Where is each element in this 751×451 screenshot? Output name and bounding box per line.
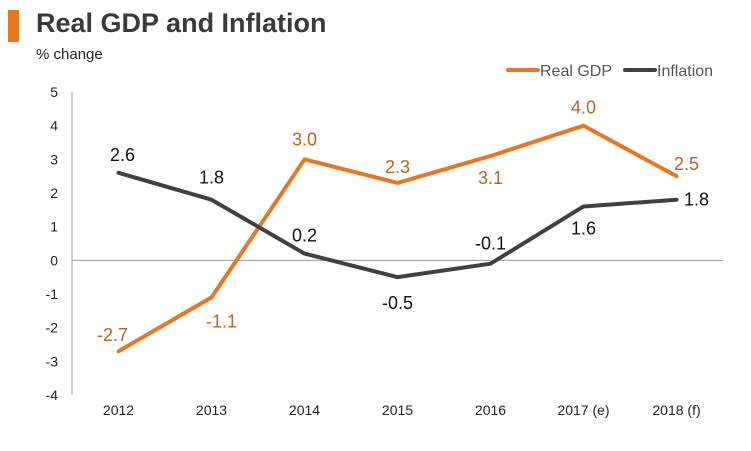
y-tick-label: 5 [50,84,58,100]
data-label: -1.1 [206,311,237,331]
y-tick-label: 0 [50,252,58,268]
data-label: -0.1 [475,234,506,254]
x-tick-label: 2014 [289,402,320,418]
y-tick-label: 1 [50,219,58,235]
x-tick-label: 2016 [475,402,506,418]
axes: 5 4 3 2 1 0 -1 -2 -3 -4 2012 2013 2014 2015 2016 2017 (… [46,84,723,418]
y-tick-label: -1 [46,286,59,302]
data-label: 3.0 [292,129,317,149]
y-tick-label: 4 [50,118,58,134]
y-tick-label: -3 [46,353,59,369]
data-label: 2.6 [110,145,135,165]
data-label: 4.0 [571,98,596,118]
data-label: 2.5 [674,154,699,174]
data-label: 1.8 [684,190,709,210]
chart-subtitle: % change [36,46,103,63]
x-tick-label: 2015 [382,402,413,418]
data-label: -2.7 [97,325,128,345]
y-tick-label: 3 [50,151,58,167]
y-tick-label: -4 [46,387,59,403]
data-label: 0.2 [292,226,317,246]
legend: Real GDP Inflation [506,63,713,80]
x-tick-label: 2018 (f) [652,402,700,418]
y-tick-label: -2 [46,320,59,336]
data-label: 1.6 [571,218,596,238]
chart-title: Real GDP and Inflation [36,8,327,38]
data-label: 3.1 [478,168,503,188]
x-tick-label: 2013 [196,402,227,418]
data-labels: -2.7 -1.1 3.0 2.3 3.1 4.0 2.5 2.6 1.8 0.2 -0.5 -0.1… [97,98,709,346]
legend-label: Inflation [657,63,713,80]
data-label: 2.3 [385,157,410,177]
x-tick-label: 2017 (e) [557,402,609,418]
y-tick-label: 2 [50,185,58,201]
data-label: 1.8 [199,168,224,188]
series-layer [116,123,679,354]
data-label: -0.5 [382,293,413,313]
x-tick-label: 2012 [103,402,134,418]
legend-label: Real GDP [540,63,612,80]
title-accent-bar [8,10,19,42]
